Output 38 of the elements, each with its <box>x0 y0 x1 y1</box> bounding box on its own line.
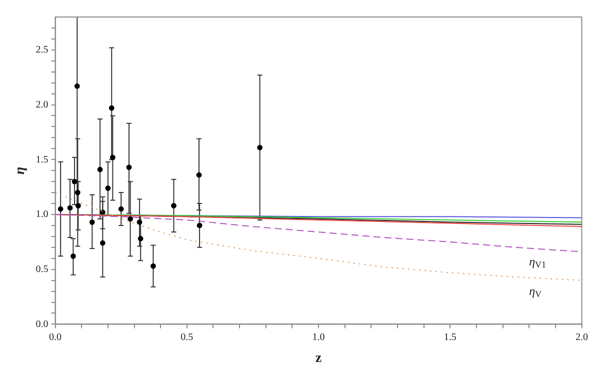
point <box>110 154 116 160</box>
y-tick-label: 2.0 <box>36 99 48 110</box>
x-tick-label: 0.5 <box>180 332 194 343</box>
point <box>74 83 80 89</box>
line-series <box>55 192 582 281</box>
point <box>171 203 176 208</box>
point <box>150 263 156 269</box>
point <box>74 190 80 196</box>
x-axis-title: z <box>315 351 322 366</box>
point <box>76 203 81 208</box>
point <box>70 253 76 259</box>
point <box>58 206 64 212</box>
x-tick-label: 0.0 <box>49 332 62 343</box>
point <box>136 219 142 225</box>
point <box>128 216 134 222</box>
point <box>257 144 263 150</box>
point <box>126 164 132 170</box>
y-tick-label: 1.5 <box>36 154 48 166</box>
point <box>138 236 144 242</box>
point <box>105 185 111 191</box>
point <box>196 222 202 228</box>
point <box>89 219 95 225</box>
point <box>100 240 106 246</box>
y-tick-label: 0.5 <box>36 264 48 275</box>
point <box>196 172 202 178</box>
point <box>118 206 124 212</box>
point <box>72 178 78 184</box>
y-axis-title: η <box>13 166 28 174</box>
point <box>67 205 73 211</box>
y-tick-label: 1.0 <box>36 209 48 220</box>
point <box>100 210 106 215</box>
point <box>97 166 103 172</box>
x-tick-label: 1.0 <box>312 332 325 343</box>
y-tick-label: 2.5 <box>36 44 48 56</box>
x-tick-label: 2.0 <box>576 332 588 343</box>
point <box>108 105 114 111</box>
y-tick-label: 0.0 <box>36 318 48 330</box>
x-tick-label: 1.5 <box>444 332 456 343</box>
